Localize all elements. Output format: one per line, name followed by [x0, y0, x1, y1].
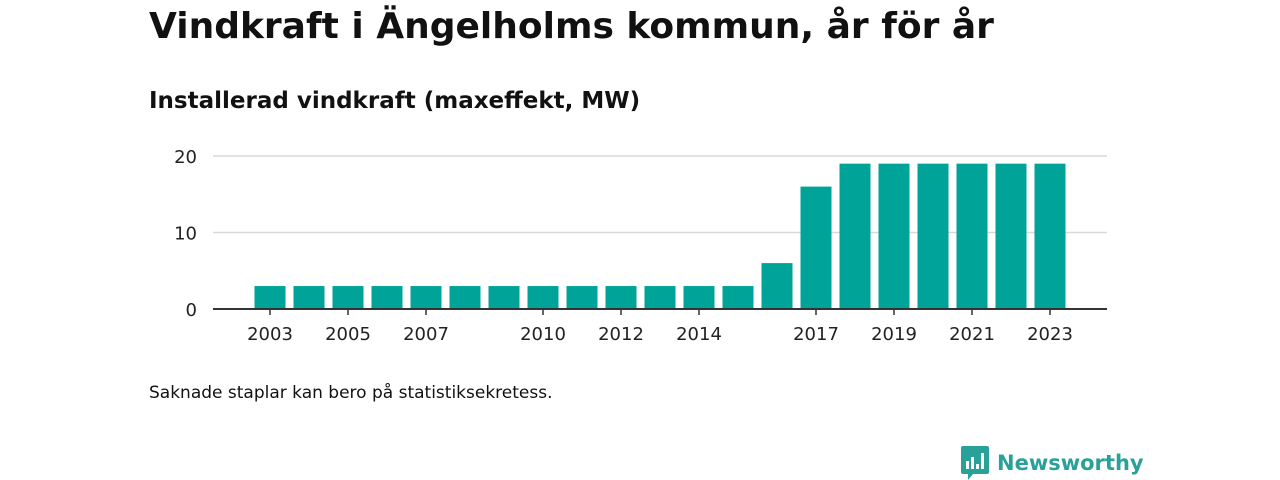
x-tick-label: 2003 — [247, 324, 293, 345]
newsworthy-logo-icon — [961, 446, 989, 480]
bar-2009 — [488, 286, 520, 309]
bar-2014 — [683, 286, 715, 309]
bar-2021 — [956, 163, 988, 309]
bar-2008 — [449, 286, 481, 309]
bar-2020 — [917, 163, 949, 309]
bar-2013 — [644, 286, 676, 309]
bar-2016 — [761, 263, 793, 309]
page-title: Vindkraft i Ängelholms kommun, år för år — [149, 6, 994, 47]
bar-2017 — [800, 186, 832, 309]
x-tick-label: 2005 — [325, 324, 371, 345]
bar-2006 — [371, 286, 403, 309]
x-tick-label: 2023 — [1027, 324, 1073, 345]
bar-2015 — [722, 286, 754, 309]
bar-2019 — [878, 163, 910, 309]
bar-2010 — [527, 286, 559, 309]
x-tick-label: 2014 — [676, 324, 722, 345]
x-axis-ticks: 2003 2005 2007 2010 2012 2014 2017 2019 2021 2023 — [247, 309, 1073, 345]
bar-2023 — [1034, 163, 1066, 309]
bar-2022 — [995, 163, 1027, 309]
x-tick-label: 2021 — [949, 324, 995, 345]
brand: Newsworthy — [961, 446, 1144, 480]
bar-2005 — [332, 286, 364, 309]
y-axis-ticks: 0 10 20 — [174, 147, 197, 321]
y-tick-label: 20 — [174, 147, 197, 168]
x-tick-label: 2012 — [598, 324, 644, 345]
bars — [254, 163, 1066, 309]
y-tick-label: 0 — [186, 300, 197, 321]
y-tick-label: 10 — [174, 224, 197, 245]
x-tick-label: 2019 — [871, 324, 917, 345]
chart-subtitle: Installerad vindkraft (maxeffekt, MW) — [149, 88, 641, 114]
brand-name: Newsworthy — [997, 451, 1144, 475]
bar-2011 — [566, 286, 598, 309]
bar-2007 — [410, 286, 442, 309]
x-tick-label: 2010 — [520, 324, 566, 345]
bar-2004 — [293, 286, 325, 309]
x-tick-label: 2017 — [793, 324, 839, 345]
footnote: Saknade staplar kan bero på statistiksek… — [149, 383, 553, 403]
bar-2018 — [839, 163, 871, 309]
x-tick-label: 2007 — [403, 324, 449, 345]
bar-2012 — [605, 286, 637, 309]
bar-2003 — [254, 286, 286, 309]
